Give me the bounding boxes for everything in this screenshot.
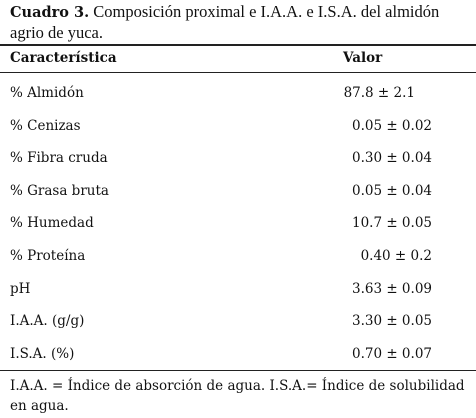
footnote: I.A.A. = Índice de absorción de agua. I.… (10, 378, 465, 414)
caption-label: Cuadro 3. (10, 4, 90, 21)
caption-text: Composición proximal e I.A.A. e I.S.A. d… (10, 2, 440, 42)
bottom-rule (0, 370, 476, 371)
header-cell: Característica (10, 50, 117, 66)
row-label: I.A.A. (g/g) (10, 313, 85, 330)
row-label: % Proteína (10, 248, 86, 264)
row-value: 0.30 ± 0.04 (351, 150, 432, 167)
row-label: % Humedad (10, 215, 94, 232)
row-label: % Cenizas (10, 117, 81, 134)
top-rule (0, 44, 476, 46)
row-label: % Fibra cruda (10, 150, 108, 167)
row-value: 0.05 ± 0.02 (351, 117, 432, 134)
row-label: I.S.A. (%) (10, 345, 75, 362)
row-value: 10.7 ± 0.05 (351, 215, 432, 232)
row-value: 0.05 ± 0.04 (351, 182, 432, 199)
header-rule (0, 72, 476, 73)
row-value: 3.63 ± 0.09 (351, 280, 432, 297)
row-value: 0.40 ± 0.2 (360, 248, 432, 264)
row-value: 87.8 ± 2.1 (343, 85, 415, 101)
header-cell: Valor (343, 50, 383, 66)
row-label: pH (10, 280, 31, 297)
row-value: 3.30 ± 0.05 (351, 313, 432, 330)
row-label: % Almidón (10, 85, 84, 101)
row-value: 0.70 ± 0.07 (351, 345, 432, 362)
caption: Cuadro 3. Composición proximal e I.A.A. … (10, 2, 470, 43)
row-label: % Grasa bruta (10, 182, 109, 199)
